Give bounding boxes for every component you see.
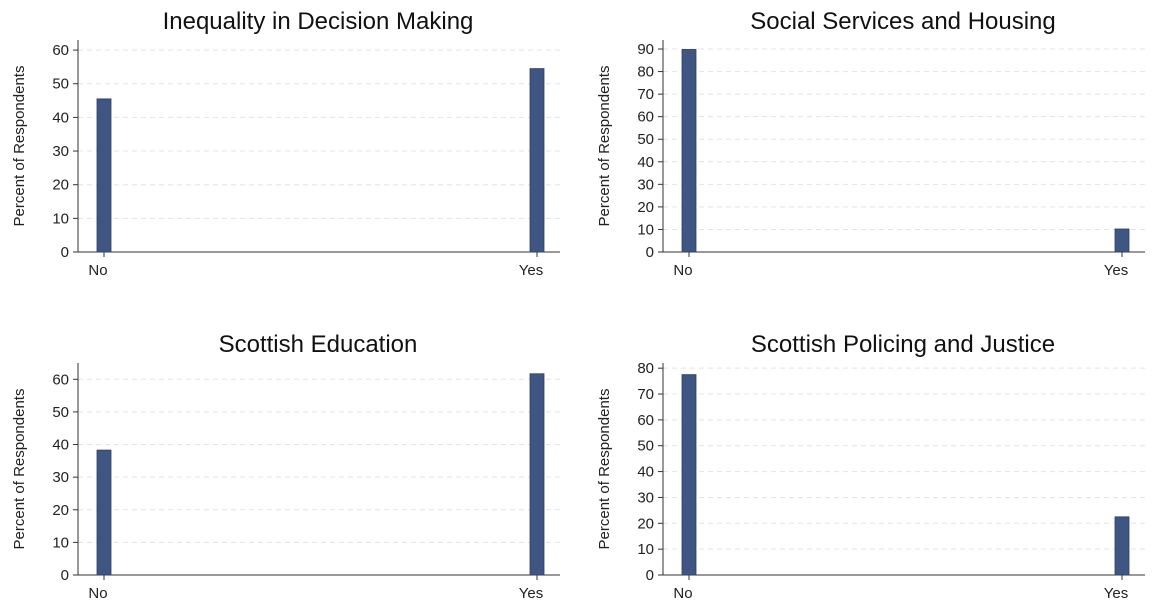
y-tick-label: 20 — [637, 199, 654, 216]
bar-yes — [1114, 516, 1130, 576]
y-tick-label: 90 — [637, 41, 654, 58]
x-tick-label: Yes — [519, 262, 543, 279]
bar-no — [96, 449, 112, 576]
chart-panel-education: 0 10 20 30 40 50 60 No Yes Scottish Education Perc… — [11, 331, 560, 602]
y-tick-label: 0 — [61, 244, 69, 261]
y-tick-label: 30 — [637, 176, 654, 193]
bar-yes — [529, 373, 545, 576]
y-tick-label: 70 — [637, 386, 654, 403]
x-tick-label: No — [673, 262, 692, 279]
y-tick-label: 40 — [52, 109, 69, 126]
panel-title: Inequality in Decision Making — [163, 8, 474, 35]
y-tick-label: 40 — [637, 154, 654, 171]
panel-title: Scottish Education — [219, 331, 418, 358]
x-tick-label: Yes — [519, 585, 543, 602]
y-tick-label: 0 — [61, 567, 69, 584]
bar-no — [681, 49, 697, 253]
y-tick-label: 60 — [52, 42, 69, 59]
chart-panel-inequality: 0 10 20 30 40 50 60 No Yes Inequality in Decision… — [11, 8, 560, 279]
y-tick-label: 50 — [637, 438, 654, 455]
y-tick-label: 40 — [637, 464, 654, 481]
y-tick-label: 70 — [637, 86, 654, 103]
x-tick-label: Yes — [1104, 262, 1128, 279]
y-axis-label: Percent of Respondents — [596, 389, 613, 550]
y-tick-label: 0 — [646, 567, 654, 584]
x-tick-label: No — [88, 262, 107, 279]
y-tick-label: 20 — [52, 177, 69, 194]
bar-yes — [1114, 228, 1130, 253]
y-tick-label: 60 — [637, 109, 654, 126]
y-tick-label: 10 — [637, 221, 654, 238]
y-tick-label: 40 — [52, 437, 69, 454]
panel-title: Social Services and Housing — [750, 8, 1056, 35]
y-tick-label: 80 — [637, 64, 654, 81]
bar-yes — [529, 68, 545, 253]
y-tick-label: 80 — [637, 360, 654, 377]
y-axis-label: Percent of Respondents — [596, 66, 613, 227]
y-tick-label: 10 — [637, 541, 654, 558]
y-tick-label: 20 — [52, 502, 69, 519]
x-tick-label: Yes — [1104, 585, 1128, 602]
panel-title: Scottish Policing and Justice — [751, 331, 1055, 358]
x-tick-label: No — [673, 585, 692, 602]
y-axis-label: Percent of Respondents — [11, 66, 28, 227]
x-tick-label: No — [88, 585, 107, 602]
y-tick-label: 50 — [52, 76, 69, 93]
y-tick-label: 30 — [52, 469, 69, 486]
y-tick-label: 10 — [52, 534, 69, 551]
y-tick-label: 10 — [52, 210, 69, 227]
y-tick-label: 60 — [637, 412, 654, 429]
y-tick-label: 50 — [52, 404, 69, 421]
bar-no — [681, 374, 697, 576]
chart-panel-policing: 0 10 20 30 40 50 60 70 80 No Yes Scottish Policing … — [596, 331, 1145, 602]
y-tick-label: 20 — [637, 515, 654, 532]
y-tick-label: 30 — [52, 143, 69, 160]
y-tick-label: 30 — [637, 489, 654, 506]
y-axis-label: Percent of Respondents — [11, 389, 28, 550]
y-tick-label: 0 — [646, 244, 654, 261]
y-tick-label: 60 — [52, 371, 69, 388]
bar-no — [96, 98, 112, 253]
y-tick-label: 50 — [637, 131, 654, 148]
chart-panel-social-services: 0 10 20 30 40 50 60 70 80 90 No Yes Social Services … — [596, 8, 1145, 279]
